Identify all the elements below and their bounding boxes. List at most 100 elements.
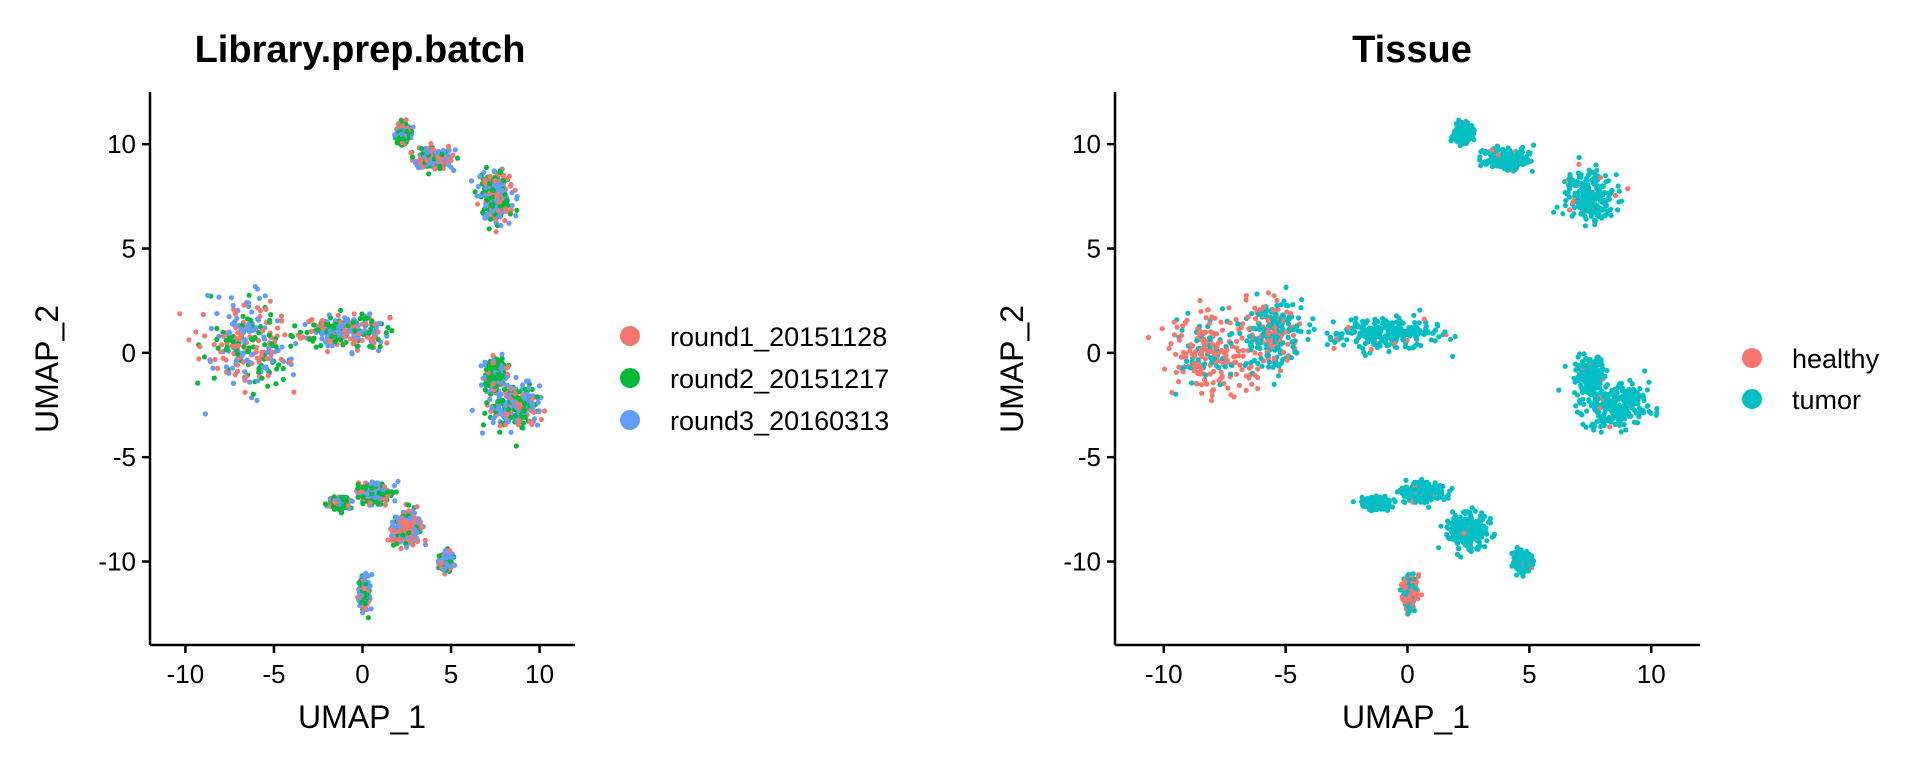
scatter-point — [1265, 331, 1271, 337]
scatter-point — [1588, 371, 1594, 377]
scatter-point — [349, 351, 355, 357]
scatter-point — [527, 418, 533, 424]
scatter-point — [1529, 168, 1535, 174]
scatter-point — [1275, 373, 1282, 379]
scatter-point — [390, 542, 397, 548]
scatter-point — [1607, 403, 1613, 409]
scatter-point — [472, 189, 478, 195]
scatter-point — [246, 292, 252, 298]
scatter-point — [1201, 361, 1208, 367]
scatter-point — [1489, 147, 1495, 153]
scatter-point — [1592, 217, 1598, 223]
scatter-point — [1166, 345, 1172, 352]
scatter-point — [1597, 362, 1603, 368]
scatter-point — [1435, 323, 1441, 329]
scatter-point — [1586, 203, 1592, 209]
scatter-point — [1560, 211, 1566, 217]
scatter-point — [1210, 387, 1216, 393]
scatter-point — [1511, 153, 1517, 159]
scatter-point — [1252, 350, 1258, 356]
scatter-point — [266, 345, 272, 351]
scatter-point — [491, 168, 497, 174]
scatter-point — [329, 343, 335, 349]
scatter-point — [335, 312, 341, 318]
scatter-point — [1363, 320, 1369, 326]
scatter-point — [495, 398, 501, 404]
scatter-point — [220, 333, 226, 339]
scatter-point — [332, 339, 338, 345]
scatter-point — [1421, 316, 1427, 322]
scatter-point — [1253, 316, 1259, 322]
scatter-point — [1359, 332, 1365, 338]
scatter-point — [1580, 363, 1586, 369]
scatter-point — [538, 416, 544, 423]
scatter-point — [193, 329, 199, 335]
scatter-point — [1599, 401, 1605, 407]
scatter-point — [1574, 366, 1580, 372]
scatter-point — [414, 504, 420, 510]
scatter-point — [1294, 323, 1300, 329]
scatter-point — [218, 349, 224, 355]
scatter-point — [1331, 345, 1337, 351]
scatter-point — [1184, 317, 1190, 323]
scatter-point — [1386, 349, 1392, 355]
scatter-point — [1207, 371, 1213, 377]
scatter-point — [385, 537, 391, 543]
scatter-point — [483, 185, 489, 191]
scatter-point — [469, 407, 475, 413]
scatter-point — [1194, 338, 1200, 344]
scatter-point — [1237, 362, 1243, 368]
scatter-point — [205, 292, 211, 298]
scatter-point — [235, 368, 241, 374]
scatter-point — [1307, 322, 1313, 328]
scatter-point — [354, 343, 360, 349]
scatter-point — [1361, 349, 1367, 355]
scatter-point — [1400, 336, 1406, 342]
y-tick-label: 10 — [107, 129, 136, 159]
scatter-point — [424, 149, 430, 155]
scatter-point — [1257, 351, 1263, 357]
scatter-point — [263, 306, 269, 312]
scatter-point — [1265, 352, 1271, 358]
scatter-point — [483, 203, 489, 209]
scatter-point — [233, 358, 239, 364]
scatter-point — [1209, 397, 1215, 404]
scatter-point — [1243, 360, 1249, 367]
scatter-point — [447, 548, 453, 554]
scatter-point — [497, 375, 503, 382]
scatter-point — [306, 318, 312, 324]
scatter-point — [254, 397, 260, 404]
scatter-point — [202, 411, 208, 417]
scatter-point — [439, 560, 445, 566]
scatter-point — [1442, 329, 1448, 335]
scatter-point — [1604, 202, 1610, 209]
scatter-point — [1290, 344, 1296, 350]
y-tick-label: 0 — [122, 338, 136, 368]
scatter-point — [1176, 337, 1182, 343]
scatter-point — [522, 395, 528, 401]
scatter-point — [1280, 357, 1286, 363]
scatter-point — [1251, 325, 1257, 331]
scatter-point — [482, 215, 488, 221]
scatter-point — [248, 317, 254, 324]
scatter-point — [488, 202, 494, 208]
scatter-point — [454, 155, 461, 161]
scatter-point — [536, 408, 542, 415]
scatter-point — [483, 366, 489, 373]
scatter-point — [445, 143, 452, 149]
scatter-point — [1578, 174, 1584, 180]
scatter-point — [247, 379, 253, 385]
scatter-point — [1227, 332, 1233, 338]
scatter-point — [446, 153, 452, 159]
scatter-point — [359, 329, 365, 335]
x-tick-label: -5 — [262, 659, 285, 689]
scatter-point — [490, 381, 496, 387]
scatter-point — [232, 344, 238, 350]
scatter-point — [1605, 178, 1612, 184]
scatter-point — [1246, 325, 1252, 332]
scatter-point — [1591, 365, 1597, 371]
scatter-point — [362, 600, 368, 607]
scatter-point — [319, 321, 325, 327]
scatter-point — [1255, 360, 1261, 366]
